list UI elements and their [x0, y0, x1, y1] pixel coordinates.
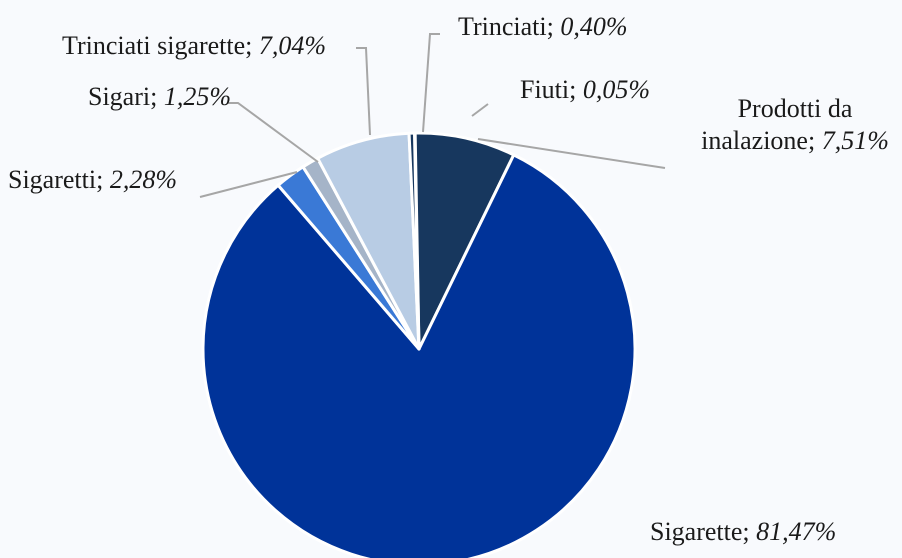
pie-slice-prodotti-da-inalazione [413, 131, 516, 351]
data-label: Sigaretti; 2,28% [8, 165, 177, 194]
data-label: Fiuti; 0,05% [520, 75, 650, 104]
leader-line [199, 171, 298, 198]
data-labels: Fiuti; 0,05% Prodotti da inalazione; 7,51%… [8, 12, 889, 546]
data-label: Prodotti da inalazione; 7,51% [701, 94, 889, 155]
pie-slices [201, 131, 637, 558]
data-label: Sigari; 1,25% [88, 82, 231, 111]
leader-line [471, 103, 489, 117]
data-label: Trinciati; 0,40% [458, 12, 628, 41]
leader-line [477, 138, 666, 169]
pie-slice-sigarette [201, 153, 637, 558]
leader-line [422, 33, 440, 133]
leader-line [228, 102, 319, 163]
pie-slice-trinciati [407, 131, 421, 351]
leader-line [356, 47, 371, 136]
leader-lines [199, 33, 666, 198]
data-label: Sigarette; 81,47% [650, 517, 836, 546]
data-label: Trinciati sigarette; 7,04% [62, 31, 326, 60]
